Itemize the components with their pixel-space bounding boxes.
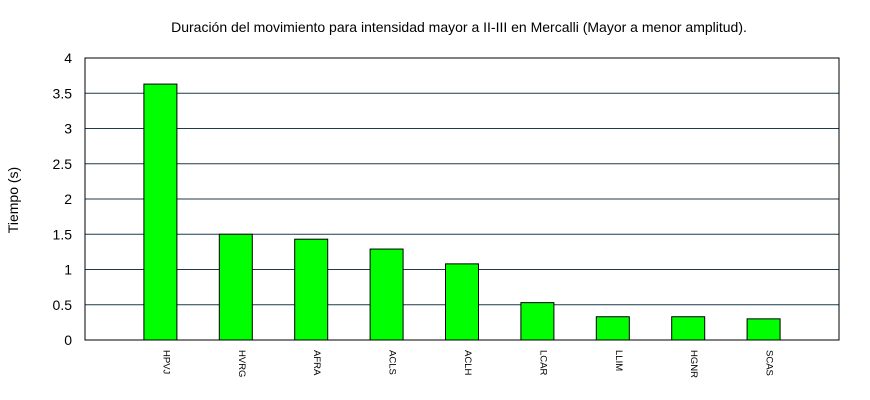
x-tick-label: HGNR: [688, 350, 699, 378]
bar-llim: [595, 316, 630, 341]
y-tick-label: 2: [64, 191, 72, 207]
bars: [143, 83, 781, 341]
y-tick-label: 0: [64, 332, 72, 348]
x-tick-label: HPVJ: [160, 350, 171, 375]
plot-frame: [84, 57, 840, 341]
x-axis-ticks: HPVJ HVRG AFRA ACLS ACLH LCAR LLIM HGNR SCAS: [160, 350, 774, 378]
x-tick-label: ACLH: [462, 350, 473, 375]
gridlines: [85, 92, 839, 306]
bar-afra: [294, 238, 329, 341]
bar-hgnr: [671, 316, 706, 341]
x-tick-label: SCAS: [764, 350, 775, 376]
bar-scas: [746, 318, 781, 341]
y-axis-label: Tiempo (s): [5, 167, 21, 233]
bar-lcar: [520, 302, 555, 341]
bar-aclh: [445, 263, 479, 341]
bar-acls: [369, 248, 404, 341]
x-tick-label: AFRA: [311, 350, 322, 376]
y-axis-ticks: 0 0.5 1 1.5 2 2.5 3 3.5 4: [53, 50, 73, 348]
y-tick-label: 1: [64, 262, 72, 278]
y-tick-label: 2.5: [53, 156, 73, 172]
x-tick-label: ACLS: [387, 350, 398, 375]
x-tick-label: LLIM: [613, 350, 624, 371]
y-tick-label: 3.5: [53, 85, 73, 101]
x-tick-label: HVRG: [236, 350, 247, 377]
y-tick-label: 1.5: [53, 226, 73, 242]
bar-hpvj: [143, 83, 178, 341]
chart-title: Duración del movimiento para intensidad …: [171, 19, 747, 35]
y-tick-label: 4: [64, 50, 72, 66]
bar-hvrg: [218, 233, 253, 341]
y-tick-label: 3: [64, 121, 72, 137]
x-tick-label: LCAR: [537, 350, 548, 375]
y-tick-label: 0.5: [53, 297, 73, 313]
